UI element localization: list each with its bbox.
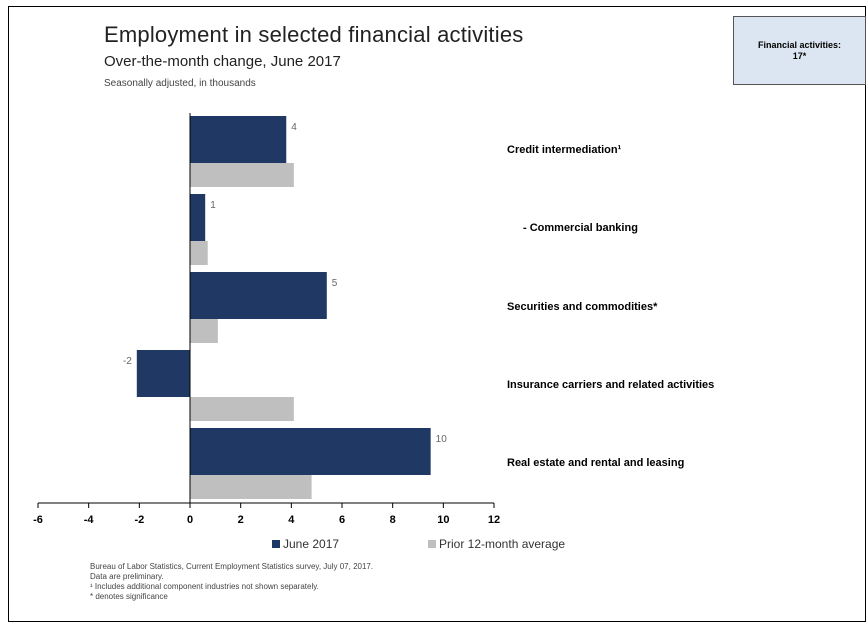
legend-swatch-prior bbox=[428, 540, 436, 548]
footnote-significance: * denotes significance bbox=[90, 592, 168, 601]
summary-label: Financial activities: bbox=[757, 40, 842, 50]
bar-value-label: 10 bbox=[436, 434, 448, 445]
bar-prior-average bbox=[190, 397, 294, 421]
x-tick-label: 4 bbox=[288, 514, 295, 526]
x-tick-label: -6 bbox=[33, 514, 43, 526]
bar-june-2017 bbox=[190, 116, 287, 163]
category-label: - Commercial banking bbox=[523, 222, 638, 234]
bar-june-2017 bbox=[190, 428, 431, 475]
x-tick-label: -2 bbox=[134, 514, 144, 526]
bar-value-label: 1 bbox=[210, 200, 216, 211]
chart-subtitle: Over-the-month change, June 2017 bbox=[104, 53, 341, 70]
bar-value-label: 5 bbox=[332, 278, 338, 289]
x-tick-label: 10 bbox=[437, 514, 449, 526]
bar-june-2017 bbox=[190, 194, 206, 241]
x-tick-label: 2 bbox=[238, 514, 244, 526]
footnote-preliminary: Data are preliminary. bbox=[90, 572, 164, 581]
bar-june-2017 bbox=[136, 350, 190, 397]
bar-prior-average bbox=[190, 475, 312, 499]
bar-prior-average bbox=[190, 163, 294, 187]
chart-frame bbox=[8, 6, 866, 622]
legend-label-june: June 2017 bbox=[283, 537, 340, 551]
summary-box: Financial activities: 17* bbox=[733, 16, 866, 85]
category-label: Securities and commodities* bbox=[507, 301, 658, 313]
category-label: Insurance carriers and related activitie… bbox=[507, 379, 715, 391]
bar-value-label: -2 bbox=[123, 356, 132, 367]
bar-prior-average bbox=[190, 241, 208, 265]
legend-item-june: June 2017 bbox=[272, 537, 339, 551]
footnote-components: ¹ Includes additional component industri… bbox=[90, 582, 319, 591]
x-tick-label: 12 bbox=[488, 514, 500, 526]
legend-label-prior: Prior 12-month average bbox=[439, 537, 566, 551]
chart-units-note: Seasonally adjusted, in thousands bbox=[104, 78, 256, 89]
x-tick-label: 8 bbox=[390, 514, 396, 526]
footnote-source: Bureau of Labor Statistics, Current Empl… bbox=[90, 562, 374, 571]
x-tick-label: -4 bbox=[84, 514, 95, 526]
legend-item-prior: Prior 12-month average bbox=[428, 537, 565, 551]
footnotes: Bureau of Labor Statistics, Current Empl… bbox=[90, 562, 373, 602]
category-label: Real estate and rental and leasing bbox=[507, 457, 685, 469]
bar-value-label: 4 bbox=[291, 122, 297, 133]
bar-june-2017 bbox=[190, 272, 327, 319]
legend-swatch-june bbox=[272, 540, 280, 548]
summary-value: 17* bbox=[792, 51, 807, 61]
category-label: Credit intermediation¹ bbox=[507, 144, 622, 156]
bar-prior-average bbox=[190, 319, 218, 343]
x-tick-label: 6 bbox=[339, 514, 345, 526]
x-tick-label: 0 bbox=[187, 514, 193, 526]
chart-title: Employment in selected financial activit… bbox=[104, 22, 524, 47]
